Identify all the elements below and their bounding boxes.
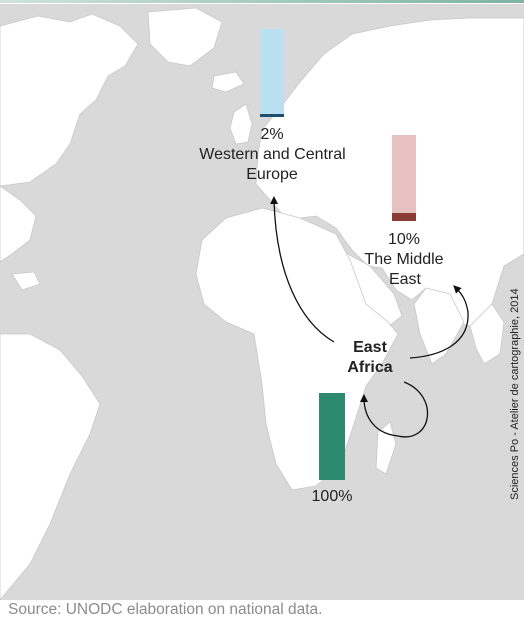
africa-land xyxy=(195,207,399,491)
landmasses xyxy=(0,7,524,601)
uk-land xyxy=(229,103,253,145)
bar-middle-east-track xyxy=(392,135,416,221)
arrow-to-europe xyxy=(270,196,335,343)
europe-percent: 2% xyxy=(260,126,284,143)
origin-label-line1: East xyxy=(353,339,387,356)
caribbean-land xyxy=(11,271,41,291)
middle-east-percent: 10% xyxy=(387,231,421,248)
middle-east-region-line2: East xyxy=(388,271,421,288)
world-map: 2% Western and Central Europe 10% The Mi… xyxy=(0,4,524,601)
bar-middle-east-fill xyxy=(392,213,416,221)
europe-region-line2: Europe xyxy=(246,166,298,183)
bar-east-africa xyxy=(319,393,345,480)
source-note: Source: UNODC elaboration on national da… xyxy=(8,601,323,618)
map-credit: Sciences Po - Atelier de cartographie, 2… xyxy=(509,288,521,500)
bar-east-africa-fill xyxy=(319,393,345,480)
bar-europe-fill xyxy=(260,114,284,117)
india-land xyxy=(413,287,465,365)
bar-middle-east xyxy=(392,135,416,221)
origin-label-line2: Africa xyxy=(347,359,393,376)
north-america-land xyxy=(0,13,139,187)
origin-percent: 100% xyxy=(311,488,353,505)
arrow-loop-east-africa xyxy=(360,381,429,438)
north-america-east xyxy=(0,185,37,263)
arrow-to-middle-east xyxy=(409,285,469,359)
middle-east-region-line1: The Middle xyxy=(364,251,444,268)
europe-region-line1: Western and Central xyxy=(199,146,346,163)
greenland-land xyxy=(147,7,223,67)
flow-arrows xyxy=(270,196,469,438)
se-asia-land xyxy=(469,303,505,365)
bar-europe-track xyxy=(260,29,284,116)
top-rule xyxy=(0,0,524,3)
south-america-land xyxy=(0,333,101,601)
iceland-land xyxy=(211,71,245,93)
bar-europe xyxy=(260,29,284,117)
map-svg xyxy=(0,7,524,601)
